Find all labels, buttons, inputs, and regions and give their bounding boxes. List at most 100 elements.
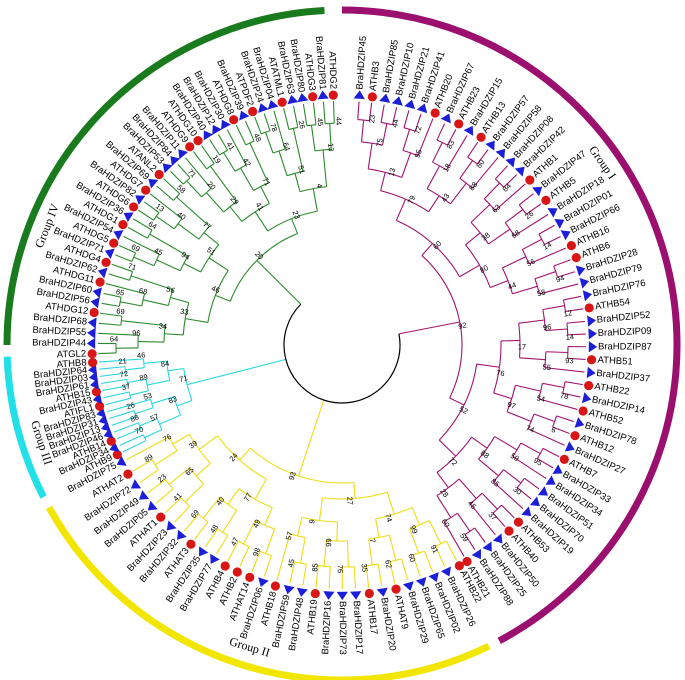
branch-segment — [368, 539, 373, 566]
brassica-marker — [404, 99, 416, 110]
arabidopsis-marker — [476, 132, 486, 142]
branch-segment — [436, 495, 452, 518]
leaf-label-athb3: ATHB3 — [368, 61, 383, 92]
bootstrap-value: 83 — [445, 139, 457, 150]
brassica-marker — [350, 591, 362, 600]
branch-segment — [526, 203, 542, 215]
branch-segment — [126, 436, 170, 461]
bootstrap-value: 70 — [134, 424, 145, 436]
arabidopsis-marker — [391, 584, 401, 594]
bootstrap-value: 94 — [180, 250, 192, 262]
bootstrap-value: 74 — [383, 512, 394, 523]
bootstrap-value: 89 — [139, 372, 149, 382]
branch-arc — [188, 467, 204, 485]
branch-segment — [434, 546, 446, 567]
branch-segment — [254, 116, 262, 135]
bootstrap-value: 51 — [296, 164, 307, 174]
branch-segment — [155, 215, 175, 230]
branch-segment — [105, 283, 145, 295]
branch-segment — [494, 436, 518, 451]
branch-segment — [414, 113, 422, 132]
bootstrap-value: 53 — [142, 391, 153, 402]
branch-segment — [564, 381, 583, 386]
branch-segment — [411, 507, 421, 526]
leaf-label-brahdzip73: BraHDZIP73 — [337, 601, 348, 655]
arabidopsis-marker — [123, 469, 133, 479]
arabidopsis-marker — [186, 539, 196, 549]
bootstrap-value: 72 — [447, 455, 459, 467]
brassica-marker — [379, 93, 391, 103]
branch-segment — [562, 392, 581, 398]
branch-arc — [325, 122, 335, 125]
bootstrap-value: 57 — [149, 412, 160, 424]
bootstrap-value: 72 — [119, 369, 129, 379]
branch-segment — [289, 561, 296, 584]
branch-segment — [563, 295, 582, 301]
branch-segment — [98, 322, 121, 326]
brassica-marker — [317, 90, 329, 100]
branch-segment — [464, 534, 476, 550]
branch-segment — [409, 528, 420, 554]
leaf-label-atgl2: ATGL2 — [57, 348, 87, 360]
branch-arc — [521, 249, 530, 265]
branch-arc — [516, 478, 525, 489]
bootstrap-value: 71 — [186, 167, 198, 179]
brassica-marker — [588, 341, 598, 353]
branch-segment — [164, 497, 182, 514]
brassica-marker — [492, 533, 503, 544]
branch-segment — [198, 435, 218, 450]
branch-segment — [502, 256, 527, 269]
brassica-marker — [579, 277, 590, 289]
bootstrap-value: 77 — [201, 220, 213, 232]
bootstrap-value: 24 — [227, 451, 239, 463]
bootstrap-value: 74 — [525, 423, 536, 434]
group-arc-i — [341, 6, 681, 644]
branch-segment — [121, 320, 166, 327]
branch-segment — [537, 458, 554, 469]
branch-segment — [417, 118, 434, 156]
branch-segment — [318, 497, 323, 521]
tree-branches — [98, 101, 586, 590]
bootstrap-value: 60 — [406, 552, 417, 563]
arabidopsis-marker — [430, 108, 440, 118]
branch-segment — [154, 450, 178, 466]
branch-segment — [504, 209, 524, 224]
branch-segment — [99, 372, 126, 377]
branch-segment — [203, 232, 220, 246]
bootstrap-value: 88 — [129, 412, 140, 423]
branch-segment — [184, 483, 204, 503]
arabidopsis-marker — [525, 175, 535, 185]
branch-arc — [219, 149, 228, 156]
bootstrap-value: 48 — [252, 132, 264, 143]
bootstrap-value: 30 — [511, 485, 523, 497]
bootstrap-value: 13 — [154, 202, 166, 214]
branch-segment — [103, 391, 130, 399]
branch-segment — [292, 105, 299, 128]
branch-segment — [183, 262, 201, 273]
leaf-label-brahdzip68: BraHDZIP68 — [33, 312, 88, 328]
bootstrap-value: 60 — [431, 239, 443, 251]
branch-segment — [518, 193, 534, 206]
brassica-marker — [92, 287, 102, 299]
branch-segment — [365, 565, 370, 588]
branch-segment — [144, 429, 163, 439]
branch-segment — [265, 132, 274, 154]
branch-arc — [421, 255, 463, 399]
arabidopsis-marker — [185, 142, 195, 152]
leaf-label-brahdzip44: BraHDZIP44 — [32, 338, 86, 349]
branch-segment — [254, 211, 269, 232]
group-arc-ii — [45, 505, 491, 680]
bootstrap-value: 78 — [268, 122, 279, 133]
brassica-marker — [97, 267, 108, 279]
branch-segment — [533, 413, 555, 422]
branch-arc — [396, 219, 461, 278]
branch-segment — [159, 414, 181, 425]
brassica-marker — [376, 587, 388, 597]
bootstrap-value: 12 — [563, 308, 573, 318]
brassica-marker — [101, 421, 111, 432]
branch-segment — [367, 143, 373, 170]
bootstrap-value: 78 — [559, 391, 569, 401]
bootstrap-value: 6 — [550, 425, 557, 435]
brassica-marker — [587, 315, 596, 327]
